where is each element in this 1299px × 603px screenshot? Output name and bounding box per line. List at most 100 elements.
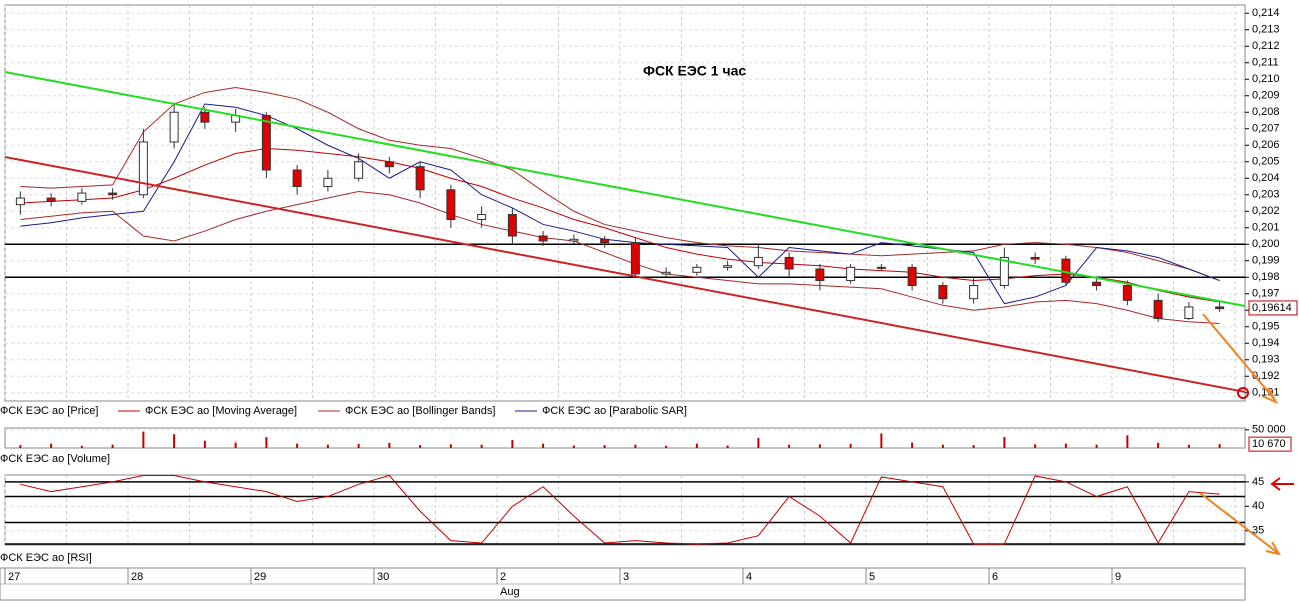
candle-body — [292, 169, 302, 187]
volume-bar — [1187, 444, 1190, 448]
y-tick-label: 0,206 — [1252, 139, 1280, 151]
volume-bar — [19, 445, 22, 448]
y-tick-label: 0,208 — [1252, 106, 1280, 118]
volume-bar — [173, 434, 176, 448]
arrow-annotation — [1199, 492, 1279, 554]
legend-entry: ФСК ЕЭС ао [Bollinger Bands] — [345, 405, 495, 417]
candle-body — [1092, 281, 1102, 287]
volume-bar — [726, 445, 729, 448]
volume-bar — [388, 442, 391, 448]
legend-entry: ФСК ЕЭС ао [Parabolic SAR] — [542, 405, 687, 417]
moving-average — [20, 148, 1220, 303]
x-tick-label: 30 — [377, 571, 389, 583]
candle-body — [1153, 299, 1163, 320]
legend-entry: ФСК ЕЭС ао [Price] — [0, 405, 98, 417]
candle-body — [1122, 285, 1132, 301]
candle-body — [138, 141, 148, 196]
y-tick-label: 0,202 — [1252, 205, 1280, 217]
candle-body — [477, 214, 487, 221]
candle-body — [876, 266, 886, 269]
pane-label: ФСК ЕЭС ао [RSI] — [0, 552, 92, 564]
y-tick-label: 35 — [1252, 525, 1264, 537]
volume-bar — [203, 440, 206, 448]
volume-bar — [480, 444, 483, 448]
candle-body — [907, 266, 917, 287]
volume-bar — [326, 444, 329, 448]
y-tick-label: 0,192 — [1252, 370, 1280, 382]
x-tick-label: 4 — [746, 571, 752, 583]
y-tick-label: 40 — [1252, 500, 1264, 512]
last-volume-box — [1248, 436, 1292, 452]
volume-bar — [818, 444, 821, 448]
candle-body — [1184, 306, 1194, 320]
last-price-box — [1248, 300, 1298, 316]
candle-body — [446, 189, 456, 221]
plot-layer: 0,214 0,213 0,212 0,211 0,210 0,209 0,208 0,207… — [0, 5, 1298, 598]
volume-bar — [296, 443, 299, 448]
volume-bar — [849, 444, 852, 448]
y-tick-label: 0,193 — [1252, 354, 1280, 366]
pane-label: ФСК ЕЭС ао [Volume] — [0, 453, 110, 465]
bollinger-upper — [20, 86, 1220, 282]
trendline — [4, 71, 1246, 307]
candle-body — [77, 192, 87, 202]
volume-bar — [419, 445, 422, 448]
rsi-line — [20, 474, 1220, 545]
candle-body — [384, 161, 394, 168]
candle-body — [999, 256, 1009, 287]
arrow-head — [1261, 387, 1279, 405]
x-tick-label: 9 — [1115, 571, 1121, 583]
y-tick-label: 0,203 — [1252, 189, 1280, 201]
candle-body — [753, 256, 763, 267]
level-arrow — [1270, 477, 1294, 491]
volume-pane — [4, 427, 1246, 449]
volume-bar — [1034, 444, 1037, 448]
candle-body — [200, 111, 210, 123]
y-tick-label: 0,195 — [1252, 321, 1280, 333]
volume-bar — [80, 445, 83, 448]
bollinger-lower — [20, 190, 1220, 324]
y-tick-label: 0,205 — [1252, 156, 1280, 168]
y-tick-label: 0,214 — [1252, 7, 1280, 19]
candle-body — [846, 266, 856, 282]
volume-bar — [1218, 444, 1221, 448]
volume-bar — [1126, 435, 1129, 448]
volume-bar — [972, 445, 975, 448]
volume-bar — [572, 445, 575, 448]
candle-body — [507, 214, 517, 237]
volume-bar — [911, 442, 914, 448]
legend-entry: ФСК ЕЭС ао [Moving Average] — [145, 405, 297, 417]
y-tick-label: 0,209 — [1252, 90, 1280, 102]
y-tick-label: 0,200 — [1252, 238, 1280, 250]
x-tick-label: 5 — [869, 571, 875, 583]
y-tick-label: 0,198 — [1252, 271, 1280, 283]
volume-bar — [941, 444, 944, 448]
volume-bar — [603, 445, 606, 448]
candle-body — [415, 166, 425, 191]
candle-body — [600, 238, 610, 244]
x-tick-label: 29 — [254, 571, 266, 583]
volume-bar — [757, 437, 760, 448]
arrow-head — [1265, 541, 1282, 556]
candle-body — [661, 271, 671, 275]
volume-bar — [788, 444, 791, 448]
candle-body — [108, 192, 118, 196]
chart-title: ФСК ЕЭС 1 час — [643, 63, 746, 79]
candle-body — [692, 266, 702, 273]
volume-bar — [511, 440, 514, 448]
y-tick-label: 0,204 — [1252, 172, 1280, 184]
last-volume-label: 10 670 — [1252, 438, 1286, 450]
candle-body — [15, 197, 25, 206]
volume-bar — [634, 444, 637, 448]
x-tick-label: 2 — [500, 571, 506, 583]
candle-body — [261, 115, 271, 171]
parabolic-sar — [20, 103, 1220, 305]
y-tick-label: 0,199 — [1252, 255, 1280, 267]
candle-body — [784, 256, 794, 270]
candle-body — [1030, 256, 1040, 260]
x-tick-label: 3 — [623, 571, 629, 583]
x-tick-label: 27 — [8, 571, 20, 583]
trendline — [4, 155, 1246, 393]
volume-bar — [1003, 437, 1006, 448]
volume-bar — [234, 442, 237, 448]
